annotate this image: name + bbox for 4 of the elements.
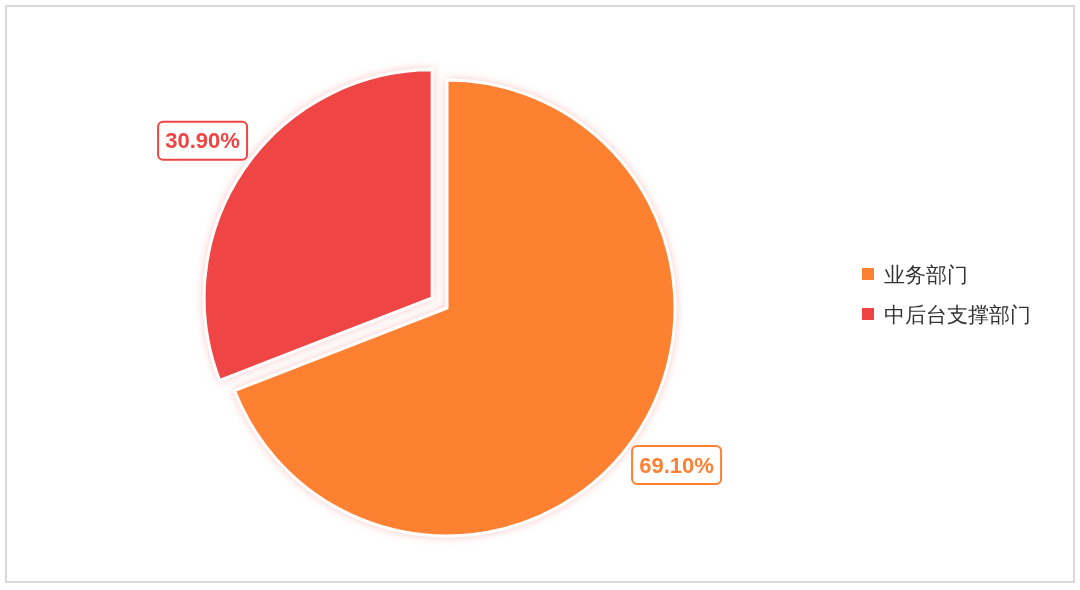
legend-label: 业务部门	[884, 262, 968, 286]
data-label: 30.90%	[165, 128, 240, 154]
legend-label: 中后台支撑部门	[884, 302, 1031, 326]
data-label: 69.10%	[639, 452, 714, 478]
